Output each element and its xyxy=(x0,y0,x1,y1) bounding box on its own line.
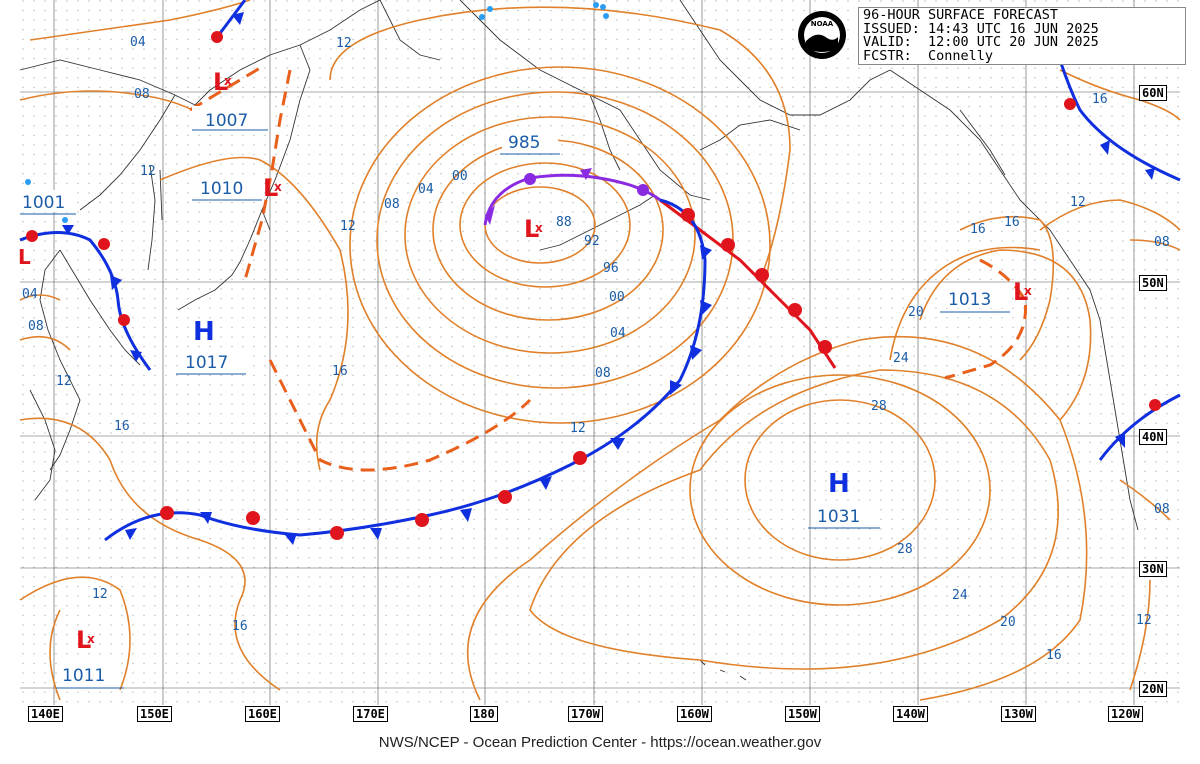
isobar-label: 88 xyxy=(556,215,572,230)
isobar-label: 16 xyxy=(1092,92,1108,107)
isobar-label: 16 xyxy=(332,364,348,379)
front-symbols xyxy=(26,12,1161,545)
valid-time: VALID: 12:00 UTC 20 JUN 2025 xyxy=(863,34,1099,50)
longitude-label: 120W xyxy=(1108,706,1143,722)
low-1013: L x xyxy=(940,278,1032,313)
isobar-label: 04 xyxy=(22,287,38,302)
longitude-label: 170E xyxy=(353,706,388,722)
longitude-label: 140E xyxy=(28,706,63,722)
svg-text:x: x xyxy=(1024,284,1032,298)
isobar-label: 12 xyxy=(1136,613,1152,628)
low-1007: L x xyxy=(192,68,268,131)
pressure-value: 1010 xyxy=(200,179,243,199)
isobar-label: 12 xyxy=(336,36,352,51)
svg-text:H: H xyxy=(193,317,215,347)
isobar-label: 12 xyxy=(56,374,72,389)
longitude-label: 140W xyxy=(893,706,928,722)
isobar-label: 96 xyxy=(603,261,619,276)
isobars xyxy=(19,0,1181,701)
isobar-label: 16 xyxy=(1004,215,1020,230)
svg-text:x: x xyxy=(274,180,282,194)
isobar-label: 08 xyxy=(134,87,150,102)
pressure-value: 1007 xyxy=(205,111,248,131)
island-markers xyxy=(25,2,609,223)
isobar-label: 08 xyxy=(28,319,44,334)
svg-text:H: H xyxy=(828,469,850,499)
longitude-label: 170W xyxy=(568,706,603,722)
isobar-label: 16 xyxy=(114,419,130,434)
svg-text:L: L xyxy=(76,626,91,654)
svg-text:L: L xyxy=(263,174,278,202)
isobar-label: 00 xyxy=(609,290,625,305)
svg-text:NOAA: NOAA xyxy=(811,20,834,28)
svg-text:L: L xyxy=(18,245,31,269)
svg-text:x: x xyxy=(224,74,232,88)
footer-credit: NWS/NCEP - Ocean Prediction Center - htt… xyxy=(378,734,822,751)
svg-text:L: L xyxy=(524,215,539,243)
isobar-label: 04 xyxy=(610,326,626,341)
isobar-label: 12 xyxy=(570,421,586,436)
pressure-value: 1001 xyxy=(22,193,65,213)
isobar-label: 04 xyxy=(130,35,146,50)
isobar-label: 08 xyxy=(1154,502,1170,517)
longitude-label: 150W xyxy=(785,706,820,722)
isobar-label: 08 xyxy=(595,366,611,381)
longitude-label: 130W xyxy=(1001,706,1036,722)
longitude-label: 160E xyxy=(245,706,280,722)
longitude-label: 160W xyxy=(677,706,712,722)
forecaster: FCSTR: Connelly xyxy=(863,47,994,64)
isobar-label: 12 xyxy=(92,587,108,602)
latitude-label: 40N xyxy=(1139,429,1167,445)
pressure-value: 1017 xyxy=(185,353,228,373)
isobar-label: 12 xyxy=(340,219,356,234)
svg-text:x: x xyxy=(87,632,95,646)
isobar-label: 04 xyxy=(418,182,434,197)
pressure-systems: L x L x L L x H xyxy=(18,68,1032,689)
pressure-value: 1011 xyxy=(62,666,105,686)
troughs xyxy=(189,63,1028,472)
low-985: L x xyxy=(500,130,560,243)
high-1031: H xyxy=(808,469,880,529)
isobar-label: 24 xyxy=(893,351,909,366)
isobar-label: 12 xyxy=(1070,195,1086,210)
isobar-label: 20 xyxy=(1000,615,1016,630)
high-1017: H xyxy=(176,317,246,375)
latitude-label: 20N xyxy=(1139,681,1167,697)
longitude-label: 150E xyxy=(137,706,172,722)
issued-time: ISSUED: 14:43 UTC 16 JUN 2025 xyxy=(863,20,1099,37)
coastlines xyxy=(19,0,1139,681)
forecast-title: 96-HOUR SURFACE FORECAST xyxy=(863,7,1059,23)
isobar-label: 24 xyxy=(952,588,968,603)
isobar-label: 28 xyxy=(871,399,887,414)
isobar-label: 16 xyxy=(970,222,986,237)
pressure-values: 1007 1010 1001 985 1017 1031 1013 1011 xyxy=(22,111,991,686)
latitude-label: 60N xyxy=(1139,85,1167,101)
isobar-labels: 04 12 08 12 04 08 12 08 04 00 88 92 96 0… xyxy=(22,34,1170,663)
low-1010: L x xyxy=(192,174,282,202)
pressure-value: 985 xyxy=(508,133,540,153)
isobar-label: 08 xyxy=(384,197,400,212)
low-1011: L x xyxy=(56,626,124,689)
latitude-label: 50N xyxy=(1139,275,1167,291)
isobar-label: 20 xyxy=(908,305,924,320)
isobar-label: 12 xyxy=(140,164,156,179)
forecast-header: 96-HOUR SURFACE FORECAST ISSUED: 14:43 U… xyxy=(858,7,1186,65)
pressure-value: 1031 xyxy=(817,507,860,527)
low-1001: L xyxy=(18,190,76,269)
isobar-label: 08 xyxy=(1154,235,1170,250)
pressure-value: 1013 xyxy=(948,290,991,310)
isobar-label: 00 xyxy=(452,169,468,184)
isobar-label: 92 xyxy=(584,234,600,249)
svg-text:L: L xyxy=(1013,278,1028,306)
latitude-label: 30N xyxy=(1139,561,1167,577)
svg-text:L: L xyxy=(213,68,228,96)
longitude-label: 180 xyxy=(470,706,498,722)
svg-text:x: x xyxy=(535,221,543,235)
isobar-label: 16 xyxy=(1046,648,1062,663)
isobar-label: 28 xyxy=(897,542,913,557)
noaa-logo-icon: NOAA xyxy=(798,11,846,59)
isobar-label: 16 xyxy=(232,619,248,634)
